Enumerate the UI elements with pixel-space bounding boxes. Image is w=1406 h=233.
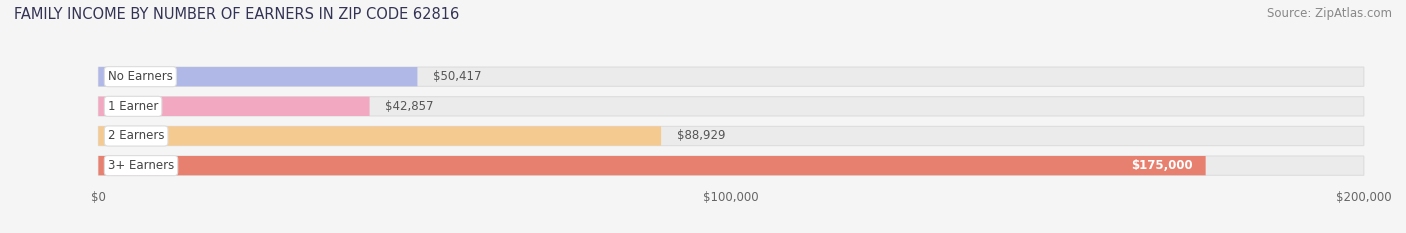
FancyBboxPatch shape	[98, 156, 1364, 175]
FancyBboxPatch shape	[98, 126, 661, 146]
Text: 1 Earner: 1 Earner	[108, 100, 159, 113]
Text: Source: ZipAtlas.com: Source: ZipAtlas.com	[1267, 7, 1392, 20]
FancyBboxPatch shape	[98, 126, 1364, 146]
FancyBboxPatch shape	[98, 67, 418, 86]
FancyBboxPatch shape	[98, 156, 1206, 175]
FancyBboxPatch shape	[98, 97, 370, 116]
FancyBboxPatch shape	[98, 67, 1364, 86]
Text: $175,000: $175,000	[1132, 159, 1194, 172]
Text: $42,857: $42,857	[385, 100, 434, 113]
Text: 2 Earners: 2 Earners	[108, 130, 165, 143]
FancyBboxPatch shape	[98, 97, 1364, 116]
Text: 3+ Earners: 3+ Earners	[108, 159, 174, 172]
Text: FAMILY INCOME BY NUMBER OF EARNERS IN ZIP CODE 62816: FAMILY INCOME BY NUMBER OF EARNERS IN ZI…	[14, 7, 460, 22]
Text: $50,417: $50,417	[433, 70, 482, 83]
Text: No Earners: No Earners	[108, 70, 173, 83]
Text: $88,929: $88,929	[676, 130, 725, 143]
